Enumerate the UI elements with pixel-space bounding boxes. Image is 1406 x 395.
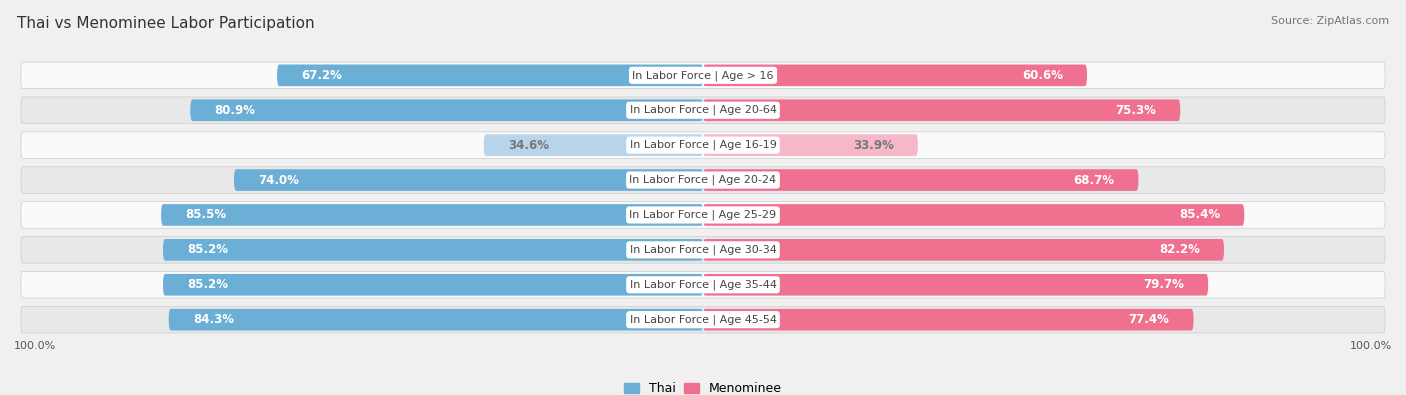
- Text: In Labor Force | Age 16-19: In Labor Force | Age 16-19: [630, 140, 776, 150]
- FancyBboxPatch shape: [21, 307, 1385, 333]
- Text: 85.5%: 85.5%: [186, 209, 226, 222]
- FancyBboxPatch shape: [163, 274, 703, 295]
- Legend: Thai, Menominee: Thai, Menominee: [624, 382, 782, 395]
- FancyBboxPatch shape: [703, 134, 918, 156]
- Text: In Labor Force | Age 30-34: In Labor Force | Age 30-34: [630, 245, 776, 255]
- Text: 77.4%: 77.4%: [1129, 313, 1170, 326]
- Text: 100.0%: 100.0%: [1350, 341, 1392, 351]
- FancyBboxPatch shape: [21, 237, 1385, 263]
- FancyBboxPatch shape: [190, 100, 703, 121]
- FancyBboxPatch shape: [21, 97, 1385, 124]
- FancyBboxPatch shape: [21, 271, 1385, 298]
- Text: 85.2%: 85.2%: [187, 243, 228, 256]
- FancyBboxPatch shape: [233, 169, 703, 191]
- Text: 84.3%: 84.3%: [193, 313, 233, 326]
- Text: 79.7%: 79.7%: [1143, 278, 1184, 291]
- Text: Source: ZipAtlas.com: Source: ZipAtlas.com: [1271, 16, 1389, 26]
- FancyBboxPatch shape: [169, 309, 703, 331]
- FancyBboxPatch shape: [703, 100, 1180, 121]
- Text: 33.9%: 33.9%: [853, 139, 894, 152]
- FancyBboxPatch shape: [21, 202, 1385, 228]
- FancyBboxPatch shape: [277, 64, 703, 86]
- Text: 85.4%: 85.4%: [1180, 209, 1220, 222]
- Text: 74.0%: 74.0%: [259, 173, 299, 186]
- FancyBboxPatch shape: [703, 274, 1208, 295]
- FancyBboxPatch shape: [162, 204, 703, 226]
- Text: 34.6%: 34.6%: [508, 139, 548, 152]
- Text: 75.3%: 75.3%: [1115, 104, 1156, 117]
- FancyBboxPatch shape: [163, 239, 703, 261]
- Text: Thai vs Menominee Labor Participation: Thai vs Menominee Labor Participation: [17, 16, 315, 31]
- Text: In Labor Force | Age 20-24: In Labor Force | Age 20-24: [630, 175, 776, 185]
- Text: In Labor Force | Age 25-29: In Labor Force | Age 25-29: [630, 210, 776, 220]
- Text: In Labor Force | Age 20-64: In Labor Force | Age 20-64: [630, 105, 776, 115]
- Text: 100.0%: 100.0%: [14, 341, 56, 351]
- Text: 82.2%: 82.2%: [1159, 243, 1199, 256]
- FancyBboxPatch shape: [21, 132, 1385, 158]
- Text: 80.9%: 80.9%: [214, 104, 256, 117]
- Text: 67.2%: 67.2%: [301, 69, 342, 82]
- FancyBboxPatch shape: [703, 169, 1139, 191]
- FancyBboxPatch shape: [484, 134, 703, 156]
- FancyBboxPatch shape: [703, 204, 1244, 226]
- Text: 60.6%: 60.6%: [1022, 69, 1063, 82]
- FancyBboxPatch shape: [21, 62, 1385, 88]
- FancyBboxPatch shape: [21, 167, 1385, 193]
- Text: In Labor Force | Age > 16: In Labor Force | Age > 16: [633, 70, 773, 81]
- Text: 85.2%: 85.2%: [187, 278, 228, 291]
- Text: In Labor Force | Age 35-44: In Labor Force | Age 35-44: [630, 280, 776, 290]
- Text: 68.7%: 68.7%: [1073, 173, 1115, 186]
- Text: In Labor Force | Age 45-54: In Labor Force | Age 45-54: [630, 314, 776, 325]
- FancyBboxPatch shape: [703, 239, 1225, 261]
- FancyBboxPatch shape: [703, 64, 1087, 86]
- FancyBboxPatch shape: [703, 309, 1194, 331]
